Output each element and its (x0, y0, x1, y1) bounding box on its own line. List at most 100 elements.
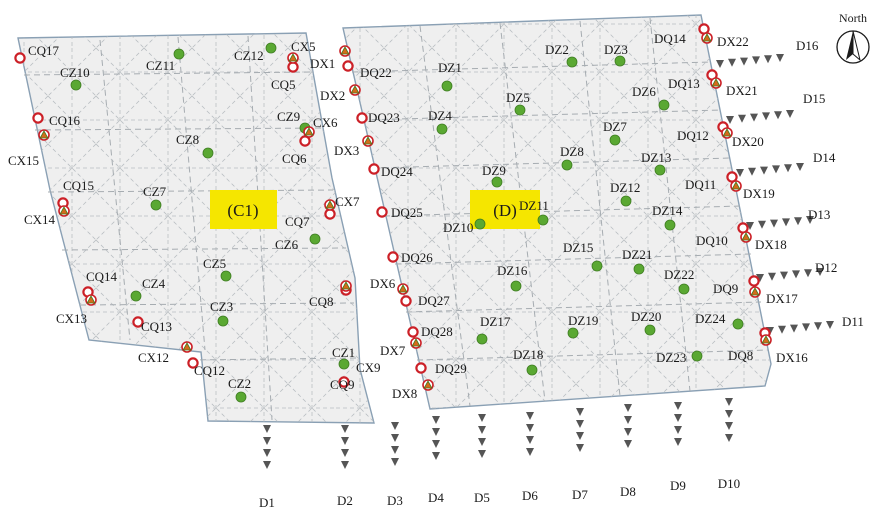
survey-line-label-d16: D16 (796, 38, 819, 53)
survey-marker-d3 (391, 434, 399, 442)
survey-marker-d12 (780, 271, 788, 280)
survey-marker-d14 (784, 164, 792, 173)
survey-marker-d10 (725, 410, 733, 418)
point-dz4 (436, 123, 448, 135)
label-dz3: DZ3 (604, 42, 628, 57)
label-dx21: DX21 (726, 83, 758, 98)
label-cq7: CQ7 (285, 214, 310, 229)
label-dx16: DX16 (776, 350, 808, 365)
point-dz24 (732, 318, 744, 330)
point-dz23 (691, 350, 703, 362)
survey-marker-d10 (725, 398, 733, 406)
point-cz6 (309, 233, 321, 245)
survey-marker-d9 (674, 402, 682, 410)
survey-marker-d12 (804, 269, 812, 278)
label-cz6: CZ6 (275, 237, 299, 252)
survey-marker-d4 (432, 428, 440, 436)
point-dq24 (368, 163, 380, 175)
label-dz10: DZ10 (443, 220, 473, 235)
survey-line-label-d5: D5 (474, 490, 490, 505)
label-dq12: DQ12 (677, 128, 709, 143)
label-cx6: CX6 (313, 115, 338, 130)
survey-marker-d8 (624, 428, 632, 436)
label-dz17: DZ17 (480, 314, 511, 329)
label-dx6: DX6 (370, 276, 396, 291)
point-dq26 (387, 251, 399, 263)
survey-marker-d13 (794, 217, 802, 226)
label-cz1: CZ1 (332, 345, 355, 360)
survey-marker-d6 (526, 436, 534, 444)
survey-marker-d4 (432, 452, 440, 460)
label-dz22: DZ22 (664, 267, 694, 282)
point-cx9 (341, 281, 351, 290)
point-dq25 (376, 206, 388, 218)
label-cq5: CQ5 (271, 77, 296, 92)
point-dx21 (711, 78, 721, 87)
point-dx16 (761, 335, 771, 344)
point-cz3 (217, 315, 229, 327)
survey-marker-d7 (576, 420, 584, 428)
survey-marker-d5 (478, 450, 486, 458)
survey-marker-d3 (391, 458, 399, 466)
label-cq12: CQ12 (194, 363, 225, 378)
survey-marker-d1 (263, 437, 271, 445)
survey-marker-d2 (341, 461, 349, 469)
point-cz2 (235, 391, 247, 403)
survey-line-label-d15: D15 (803, 91, 825, 106)
survey-line-label-d6: D6 (522, 488, 538, 503)
survey-line-label-d12: D12 (815, 260, 837, 275)
point-dx22 (702, 33, 712, 42)
point-dx18 (741, 232, 751, 241)
point-cx6 (304, 127, 314, 136)
survey-marker-d5 (478, 414, 486, 422)
point-cq16 (32, 112, 44, 124)
point-dz7 (609, 134, 621, 146)
survey-marker-d1 (263, 461, 271, 469)
point-cx7 (325, 200, 335, 209)
label-dq10: DQ10 (696, 233, 728, 248)
survey-marker-d13 (746, 222, 754, 230)
survey-line-label-d7: D7 (572, 487, 588, 502)
point-dz12 (620, 195, 632, 207)
point-cx5 (288, 53, 298, 62)
point-cq12 (187, 357, 199, 369)
survey-line-label-d14: D14 (813, 150, 836, 165)
point-cq13 (132, 316, 144, 328)
label-dq23: DQ23 (368, 110, 400, 125)
label-cz9: CZ9 (277, 109, 300, 124)
label-cx13: CX13 (56, 311, 87, 326)
label-dz24: DZ24 (695, 311, 726, 326)
point-cz5 (220, 270, 232, 282)
survey-line-label-d4: D4 (428, 490, 444, 505)
survey-marker-d11 (778, 325, 786, 334)
label-dz13: DZ13 (641, 150, 671, 165)
survey-marker-d13 (782, 218, 790, 227)
point-dq27 (400, 295, 412, 307)
survey-marker-d8 (624, 440, 632, 448)
label-dz5: DZ5 (506, 90, 530, 105)
label-dq9: DQ9 (713, 281, 738, 296)
label-dq14: DQ14 (654, 31, 686, 46)
survey-marker-d3 (391, 446, 399, 454)
zone-d-outline (342, 14, 772, 410)
label-dq26: DQ26 (401, 250, 433, 265)
survey-marker-d9 (674, 414, 682, 422)
label-dx1: DX1 (310, 56, 335, 71)
label-dx20: DX20 (732, 134, 764, 149)
label-dz20: DZ20 (631, 309, 661, 324)
survey-marker-d15 (786, 110, 794, 118)
label-cz11: CZ11 (146, 58, 175, 73)
survey-marker-d12 (792, 270, 800, 279)
point-dq28 (407, 326, 419, 338)
label-cz5: CZ5 (203, 256, 226, 271)
point-dz9 (491, 176, 503, 188)
point-dz18 (526, 364, 538, 376)
zone-label-d-text: (D) (493, 201, 517, 220)
label-dz15: DZ15 (563, 240, 593, 255)
survey-marker-d12 (768, 272, 776, 281)
point-dx6 (398, 284, 408, 293)
survey-marker-d12 (756, 274, 764, 282)
label-dz7: DZ7 (603, 119, 627, 134)
point-dz5 (514, 104, 526, 116)
survey-marker-d3 (391, 422, 399, 430)
